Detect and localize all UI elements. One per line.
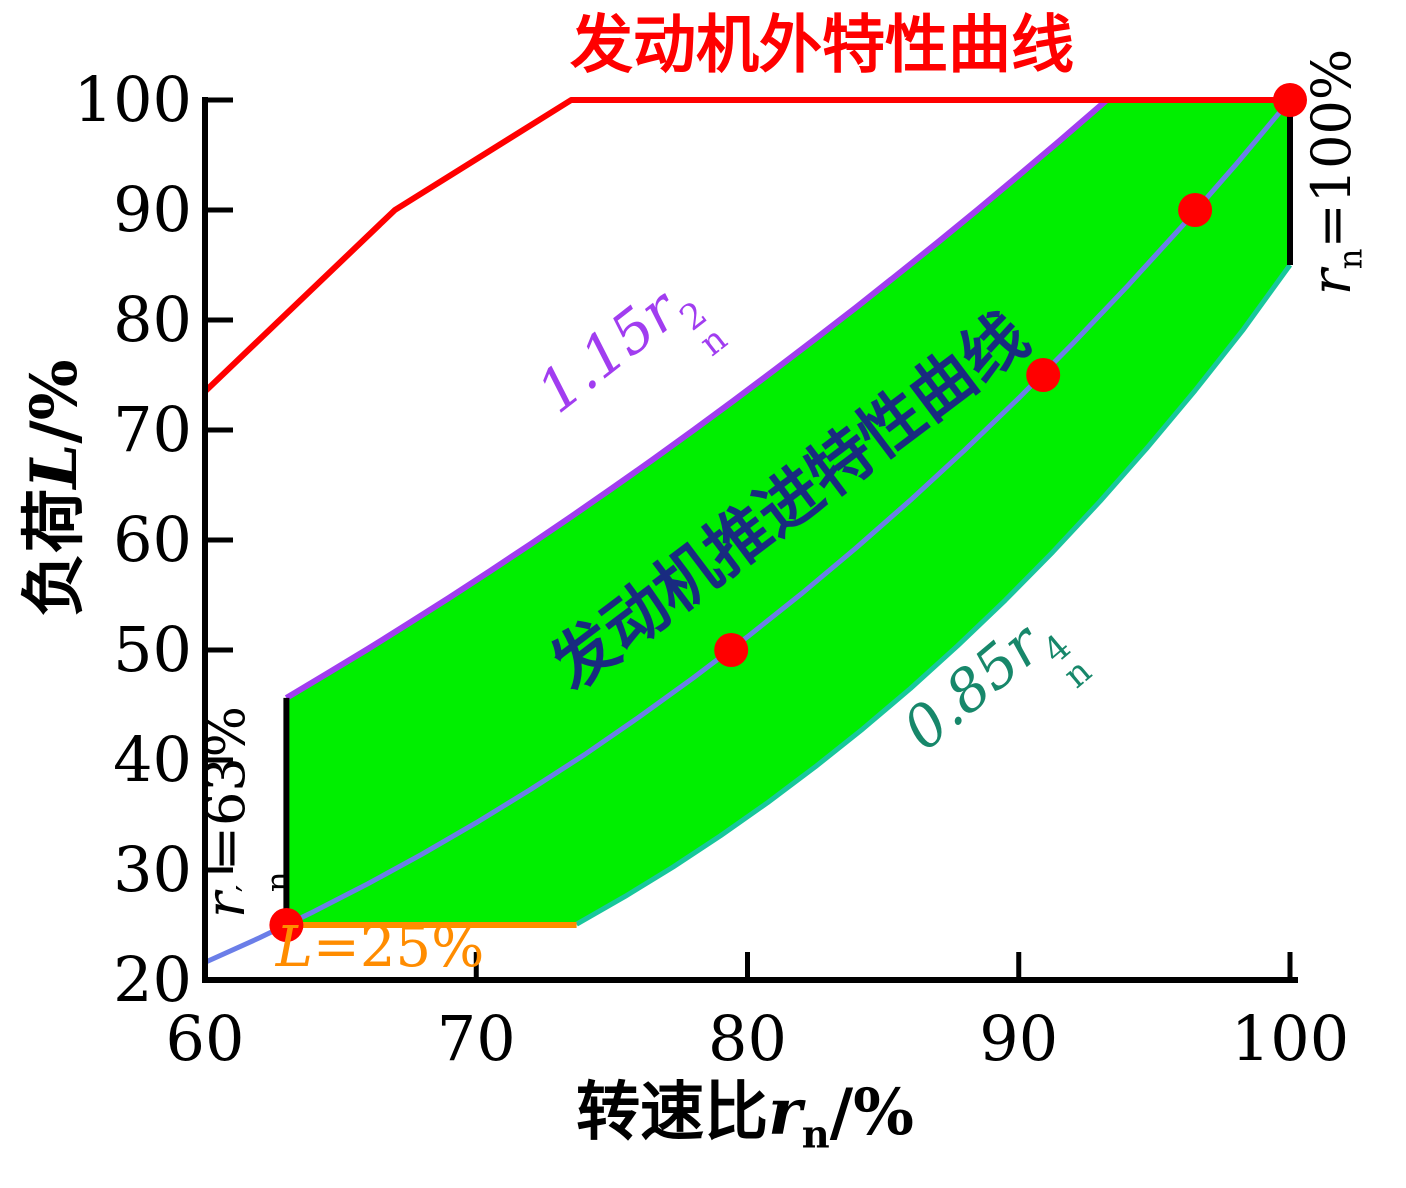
x-tick-label: 100 (1230, 1002, 1350, 1075)
propulsion-points-dot (269, 908, 304, 942)
y-tick-label: 80 (113, 283, 192, 356)
propulsion-curve (203, 98, 1292, 965)
y-tick-label: 20 (113, 943, 192, 1016)
x-axis-title: 转速比rn/% (576, 1074, 914, 1158)
lower_bound-curve (575, 263, 1293, 927)
rn63-line-label: r ′ n =63% (193, 706, 298, 918)
upper_bound-curve (284, 97, 1109, 701)
propulsion-points-dot (1178, 193, 1213, 227)
rn100-line-label: rn=100% (1299, 48, 1370, 296)
x-tick-label: 70 (436, 1002, 516, 1075)
x-tick-label: 80 (708, 1002, 787, 1075)
x-tick-label: 60 (165, 1002, 245, 1075)
chart-title-text: 发动机外特性曲线 (570, 7, 1074, 82)
external-curve (202, 97, 1290, 394)
y-tick-label: 40 (113, 723, 192, 796)
y-tick-label: 30 (113, 833, 192, 906)
y-tick-label: 100 (73, 63, 192, 136)
y-tick-label: 50 (113, 613, 192, 686)
propulsion-points-dot (714, 633, 749, 667)
operating-band (286, 100, 1290, 925)
chart-title: 发动机外特性曲线 (570, 13, 1074, 77)
y-axis-title: 负荷L/% (17, 359, 92, 617)
x-tick-label: 90 (979, 1002, 1059, 1075)
l25-line-label: L=25% (275, 915, 485, 980)
propulsion-points-dot (1026, 358, 1061, 392)
y-tick-label: 70 (113, 393, 192, 466)
y-tick-label: 90 (113, 173, 192, 246)
y-tick-label: 60 (113, 503, 192, 576)
propulsion-points-dot (1273, 83, 1307, 117)
